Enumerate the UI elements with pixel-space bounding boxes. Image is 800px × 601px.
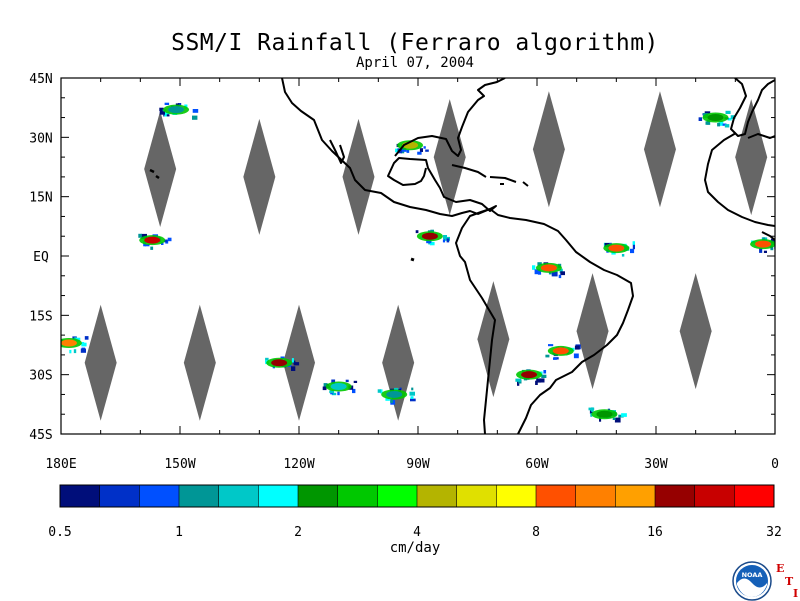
coastline-antilles bbox=[500, 181, 529, 187]
rain-feature-14 bbox=[698, 110, 736, 128]
colorbar-swatch-15 bbox=[655, 485, 695, 507]
lat-label: EQ bbox=[33, 250, 49, 265]
lon-label: 180E bbox=[45, 457, 76, 472]
coastline-cuba bbox=[451, 164, 487, 178]
rain-feature-11 bbox=[61, 336, 89, 354]
rain-feature-4 bbox=[265, 356, 300, 371]
colorbar-swatch-17 bbox=[734, 485, 775, 507]
swath-gap-4 bbox=[532, 91, 565, 208]
lon-label: 150W bbox=[164, 457, 195, 472]
colorbar-swatch-1 bbox=[99, 485, 140, 507]
coastline-hawaii bbox=[149, 168, 160, 180]
lon-label: 120W bbox=[283, 457, 314, 472]
colorbar-swatch-16 bbox=[694, 485, 735, 507]
rain-feature-7 bbox=[532, 262, 565, 279]
swath-gap-2 bbox=[342, 118, 375, 235]
coastline-gulf bbox=[387, 157, 497, 212]
coastline-gulf-of-guinea bbox=[761, 231, 775, 241]
swath-gap-3 bbox=[433, 99, 466, 216]
swath-gap-layer bbox=[84, 91, 768, 421]
colorbar-swatch-11 bbox=[496, 485, 537, 507]
rain-feature-0 bbox=[138, 233, 172, 250]
coastline-layer bbox=[149, 78, 775, 434]
colorbar-tick-label: 0.5 bbox=[48, 525, 71, 540]
logo-letter-t: T bbox=[785, 575, 794, 588]
colorbar-tick-label: 2 bbox=[294, 525, 302, 540]
colorbar-tick-label: 32 bbox=[766, 525, 782, 540]
lat-label: 45S bbox=[29, 428, 52, 443]
coastline-baja bbox=[329, 139, 345, 164]
rain-feature-1 bbox=[159, 102, 199, 120]
colorbar-swatch-7 bbox=[337, 485, 378, 507]
colorbar-swatch-14 bbox=[615, 485, 656, 507]
colorbar-unit: cm/day bbox=[389, 540, 441, 556]
colorbar-tick-label: 8 bbox=[532, 525, 540, 540]
logo-letter-e: E bbox=[776, 562, 785, 575]
swath-gap-8 bbox=[183, 304, 216, 421]
colorbar-swatch-10 bbox=[456, 485, 497, 507]
coastline-africa bbox=[704, 132, 775, 227]
coastline-south-america-west bbox=[455, 208, 496, 434]
swath-gap-11 bbox=[477, 281, 510, 398]
rain-feature-8 bbox=[603, 241, 635, 257]
rain-feature-13 bbox=[750, 237, 775, 253]
rain-feature-5 bbox=[322, 379, 358, 396]
coastline-north-america bbox=[281, 78, 491, 217]
axis-ticks bbox=[60, 77, 776, 435]
colorbar-swatch-12 bbox=[536, 485, 576, 507]
noaa-logo: NOAA bbox=[732, 561, 772, 601]
lon-label: 0 bbox=[771, 457, 779, 472]
map-date: April 07, 2004 bbox=[355, 55, 474, 71]
swath-gap-7 bbox=[84, 304, 117, 421]
colorbar-swatch-5 bbox=[258, 485, 299, 507]
swath-gap-0 bbox=[144, 110, 177, 227]
lon-label: 30W bbox=[644, 457, 668, 472]
lon-label: 60W bbox=[525, 457, 549, 472]
swath-gap-1 bbox=[243, 118, 276, 235]
rain-feature-10 bbox=[545, 344, 581, 360]
colorbar-tick-label: 16 bbox=[647, 525, 663, 540]
colorbar-swatch-4 bbox=[218, 485, 259, 507]
colorbar-tick-label: 4 bbox=[413, 525, 421, 540]
map-title: SSM/I Rainfall (Ferraro algorithm) bbox=[171, 30, 659, 56]
coastline-hispaniola bbox=[489, 176, 517, 183]
lat-label: 30N bbox=[29, 131, 52, 146]
lat-label: 15S bbox=[29, 309, 52, 324]
swath-gap-13 bbox=[679, 273, 712, 390]
swath-gap-5 bbox=[643, 91, 676, 208]
rain-feature-6 bbox=[377, 387, 416, 405]
colorbar-swatch-6 bbox=[298, 485, 338, 507]
colorbar-swatch-0 bbox=[60, 485, 100, 507]
lat-label: 15N bbox=[29, 191, 52, 206]
lat-label: 30S bbox=[29, 369, 52, 384]
colorbar-swatch-13 bbox=[575, 485, 616, 507]
swath-gap-6 bbox=[735, 99, 768, 216]
coastline-galapagos bbox=[410, 257, 415, 262]
colorbar-swatch-9 bbox=[417, 485, 457, 507]
logo-letter-i: I bbox=[793, 587, 799, 600]
rain-feature-3 bbox=[395, 140, 429, 155]
coastline-south-america bbox=[489, 208, 634, 434]
rain-feature-9 bbox=[515, 369, 547, 386]
colorbar-swatch-3 bbox=[179, 485, 219, 507]
noaa-logo-text: NOAA bbox=[742, 571, 763, 579]
lat-label: 45N bbox=[29, 72, 52, 87]
axis-labels: 45N 30N 15N EQ 15S 30S 45S 180E 150W 120W 90W 60W 30… bbox=[29, 72, 779, 472]
colorbar-tick-label: 1 bbox=[175, 525, 183, 540]
rain-layer bbox=[61, 102, 775, 423]
colorbar: 0.5 1 2 4 8 16 32 bbox=[48, 484, 782, 540]
colorbar-swatch-8 bbox=[377, 485, 418, 507]
colorbar-swatch-2 bbox=[139, 485, 180, 507]
lon-label: 90W bbox=[406, 457, 430, 472]
rain-feature-2 bbox=[415, 229, 450, 246]
coastline-us-east bbox=[394, 78, 506, 157]
swath-gap-10 bbox=[382, 304, 415, 421]
coastline-europe bbox=[730, 78, 775, 137]
rain-feature-12 bbox=[588, 407, 627, 423]
swath-gap-12 bbox=[576, 273, 609, 390]
